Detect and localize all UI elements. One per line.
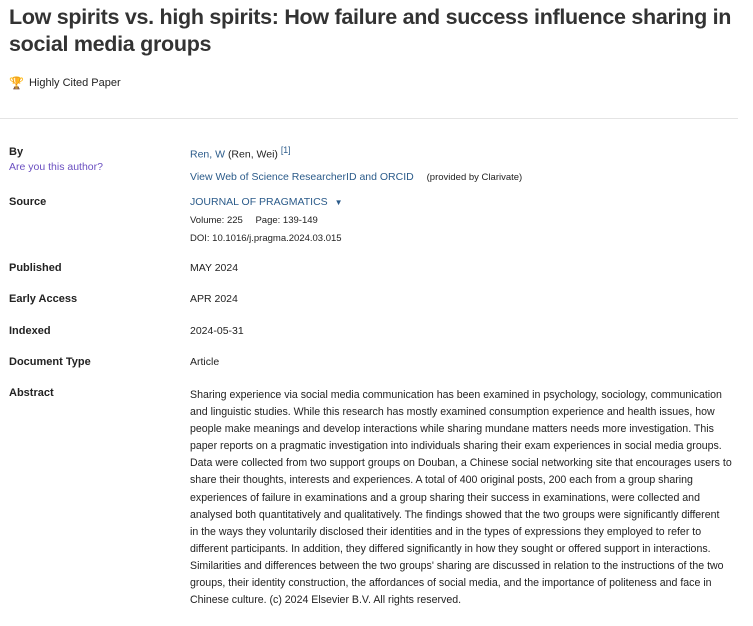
author-link[interactable]: Ren, W — [190, 148, 226, 161]
abstract-line: paper reports on a pragmatic investigati… — [190, 440, 722, 453]
abstract-text: Sharing experience via social media comm… — [190, 387, 750, 609]
highly-cited-badge: 🏆 Highly Cited Paper — [9, 76, 121, 90]
abstract-label: Abstract — [9, 387, 54, 399]
badge-label: Highly Cited Paper — [28, 77, 121, 89]
author-row: Ren, W (Ren, Wei) [1] — [190, 145, 291, 161]
abstract-line: Data were collected from two support gro… — [190, 457, 732, 470]
abstract-line: Similarities and differences between the… — [190, 559, 724, 572]
affiliation-link[interactable]: [1] — [280, 145, 291, 155]
abstract-line: Chinese culture. (c) 2024 Elsevier B.V. … — [190, 594, 462, 607]
by-label: By — [9, 146, 24, 158]
indexed-value: 2024-05-31 — [190, 325, 244, 337]
abstract-line: experiences of failure in examinations a… — [190, 491, 700, 504]
abstract-line: Sharing experience via social media comm… — [190, 389, 722, 401]
author-full-name: (Ren, Wei) — [227, 148, 278, 161]
published-value: MAY 2024 — [190, 262, 239, 274]
abstract-line: in the ways they voluntarily disclosed t… — [190, 525, 702, 538]
page-title: Low spirits vs. high spirits: How failur… — [9, 5, 732, 56]
source-label: Source — [9, 196, 47, 208]
page: Page: 139-149 — [255, 215, 318, 226]
provided-by: (provided by Clarivate) — [426, 172, 523, 183]
published-label: Published — [9, 262, 62, 274]
abstract-line: different participants. In addition, the… — [190, 542, 711, 555]
researcher-row: View Web of Science ResearcherID and ORC… — [190, 171, 522, 183]
indexed-label: Indexed — [9, 325, 51, 337]
divider — [0, 118, 738, 119]
abstract-line: share their thoughts, interests and expe… — [190, 474, 693, 487]
journal-dropdown[interactable]: JOURNAL OF PRAGMATICS ▼ — [190, 196, 343, 208]
abstract-line: and linguistic studies. While this resea… — [190, 406, 715, 419]
abstract-line: people make meanings and develop interac… — [190, 423, 714, 436]
document-type-value: Article — [190, 356, 220, 368]
document-type-label: Document Type — [9, 356, 91, 368]
abstract-line: analysed both quantitatively and qualita… — [190, 508, 720, 521]
volume-page: Volume: 225 Page: 139-149 — [190, 215, 318, 226]
volume: Volume: 225 — [190, 215, 243, 226]
abstract-line: groups, their identity construction, the… — [190, 577, 712, 590]
early-access-label: Early Access — [9, 293, 78, 305]
early-access-value: APR 2024 — [190, 293, 238, 305]
are-you-this-author-link[interactable]: Are you this author? — [9, 161, 103, 173]
caret-down-icon: ▼ — [334, 198, 343, 207]
trophy-icon: 🏆 — [9, 76, 24, 90]
doi: DOI: 10.1016/j.pragma.2024.03.015 — [190, 233, 342, 244]
researcher-id-link[interactable]: View Web of Science ResearcherID and ORC… — [190, 171, 414, 183]
journal-name: JOURNAL OF PRAGMATICS — [190, 196, 328, 208]
